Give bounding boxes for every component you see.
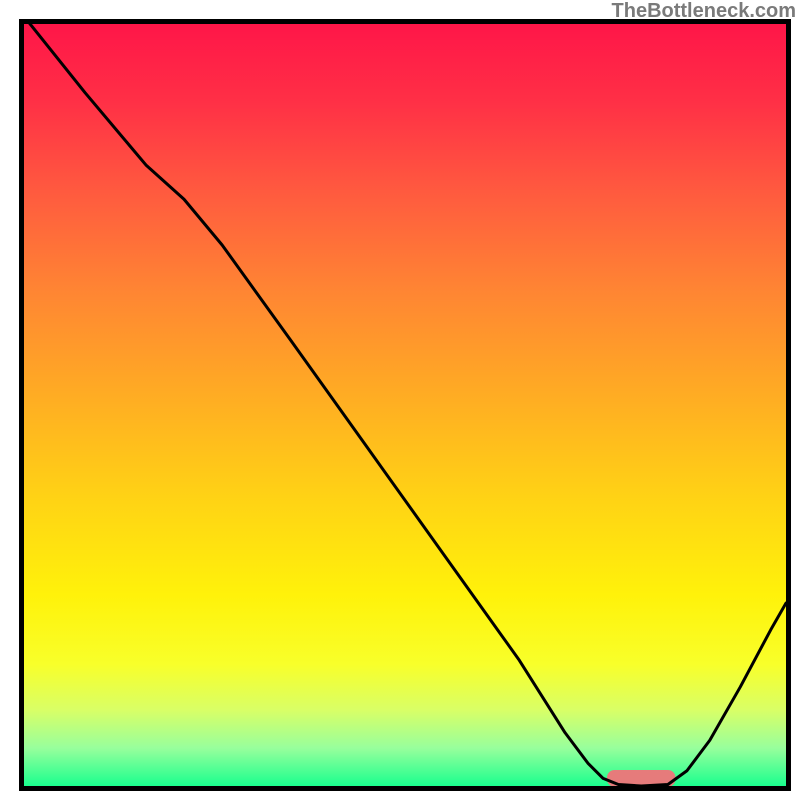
- watermark-text: TheBottleneck.com: [612, 0, 796, 23]
- curve-layer: [24, 24, 786, 786]
- chart-root: TheBottleneck.com: [0, 0, 800, 800]
- plot-area: [24, 24, 786, 786]
- bottleneck-curve: [24, 24, 786, 786]
